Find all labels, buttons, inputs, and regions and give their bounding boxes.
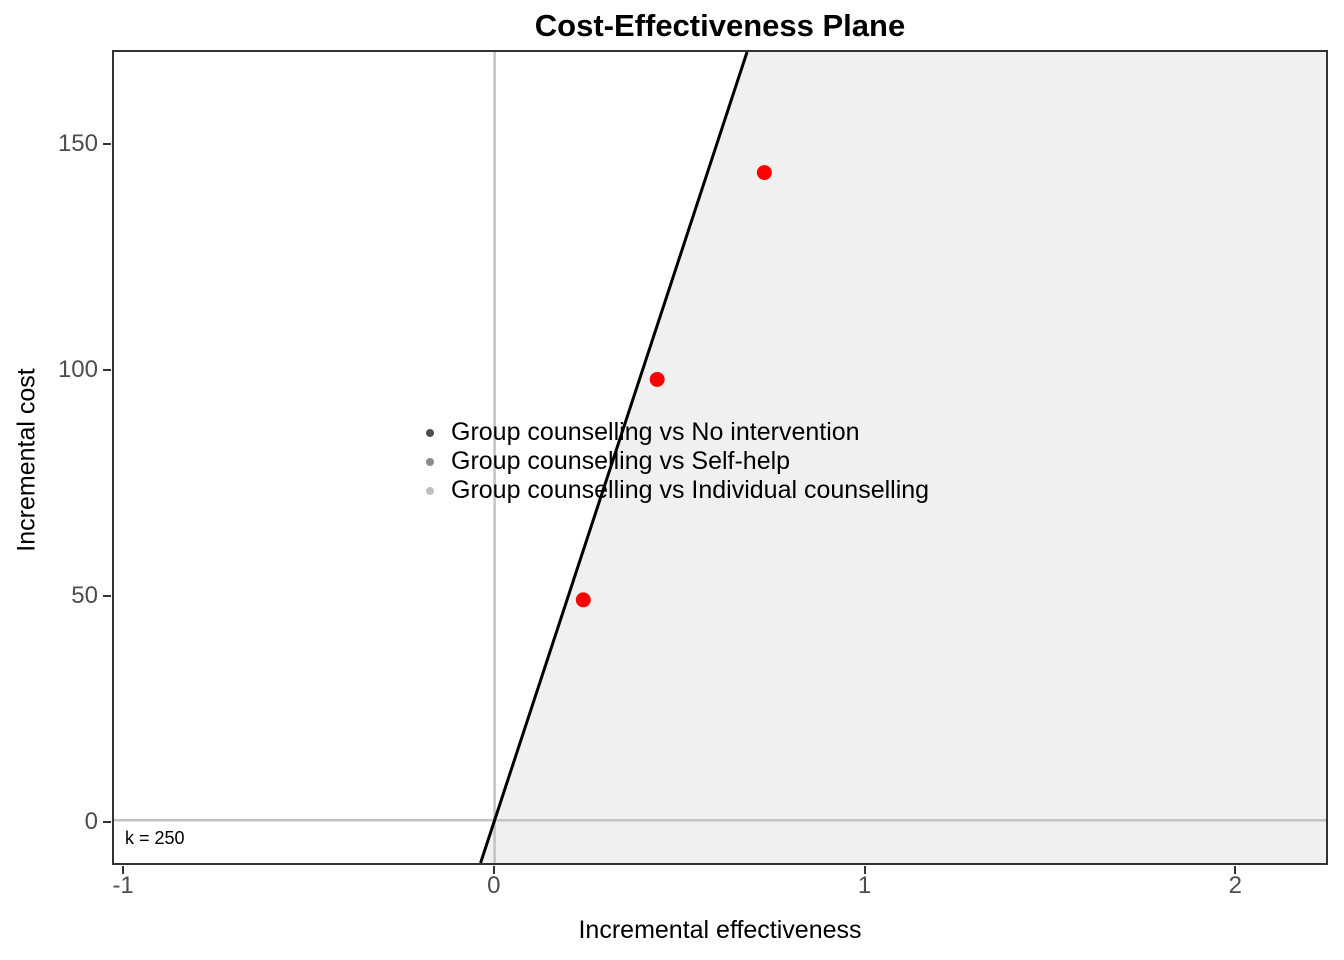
y-tick-label: 0 bbox=[84, 808, 98, 836]
data-point bbox=[575, 592, 591, 608]
x-tick-label: 1 bbox=[857, 872, 872, 899]
legend-item-label: Group counselling vs No intervention bbox=[451, 418, 860, 446]
x-tick-mark bbox=[863, 866, 866, 874]
legend-item: Group counselling vs No intervention bbox=[426, 418, 929, 447]
y-tick-mark bbox=[103, 143, 111, 146]
data-point bbox=[649, 371, 665, 387]
wtp-threshold-line bbox=[479, 52, 749, 863]
legend-item: Group counselling vs Individual counsell… bbox=[426, 476, 929, 505]
legend-bullet-icon bbox=[426, 486, 434, 495]
acceptance-region bbox=[480, 52, 1326, 863]
x-tick-label: 2 bbox=[1228, 872, 1242, 899]
y-tick-label: 150 bbox=[57, 130, 98, 158]
x-tick-label: -1 bbox=[112, 872, 134, 899]
legend-item-label: Group counselling vs Individual counsell… bbox=[451, 476, 930, 504]
x-tick-mark bbox=[122, 866, 125, 874]
legend: Group counselling vs No intervention Grou… bbox=[426, 418, 929, 505]
chart-title: Cost-Effectiveness Plane bbox=[534, 8, 906, 43]
y-tick-label: 100 bbox=[57, 356, 98, 384]
plot-canvas bbox=[114, 52, 1326, 863]
x-tick-label: 0 bbox=[487, 872, 501, 899]
wtp-threshold-label: k = 250 bbox=[125, 828, 185, 848]
y-tick-label: 50 bbox=[71, 582, 98, 610]
x-tick-mark bbox=[492, 866, 495, 874]
legend-item-label: Group counselling vs Self-help bbox=[451, 447, 791, 475]
legend-bullet-icon bbox=[426, 457, 434, 466]
x-axis-label: Incremental effectiveness bbox=[578, 916, 862, 944]
y-tick-mark bbox=[103, 369, 111, 372]
legend-item: Group counselling vs Self-help bbox=[426, 447, 929, 476]
legend-bullet-icon bbox=[426, 428, 434, 437]
y-tick-mark bbox=[103, 595, 111, 598]
x-tick-mark bbox=[1234, 866, 1237, 874]
y-tick-mark bbox=[103, 821, 111, 824]
data-point bbox=[756, 165, 772, 181]
y-axis-label: Incremental cost bbox=[12, 368, 41, 552]
plot-panel: Group counselling vs No intervention Grou… bbox=[112, 50, 1328, 865]
